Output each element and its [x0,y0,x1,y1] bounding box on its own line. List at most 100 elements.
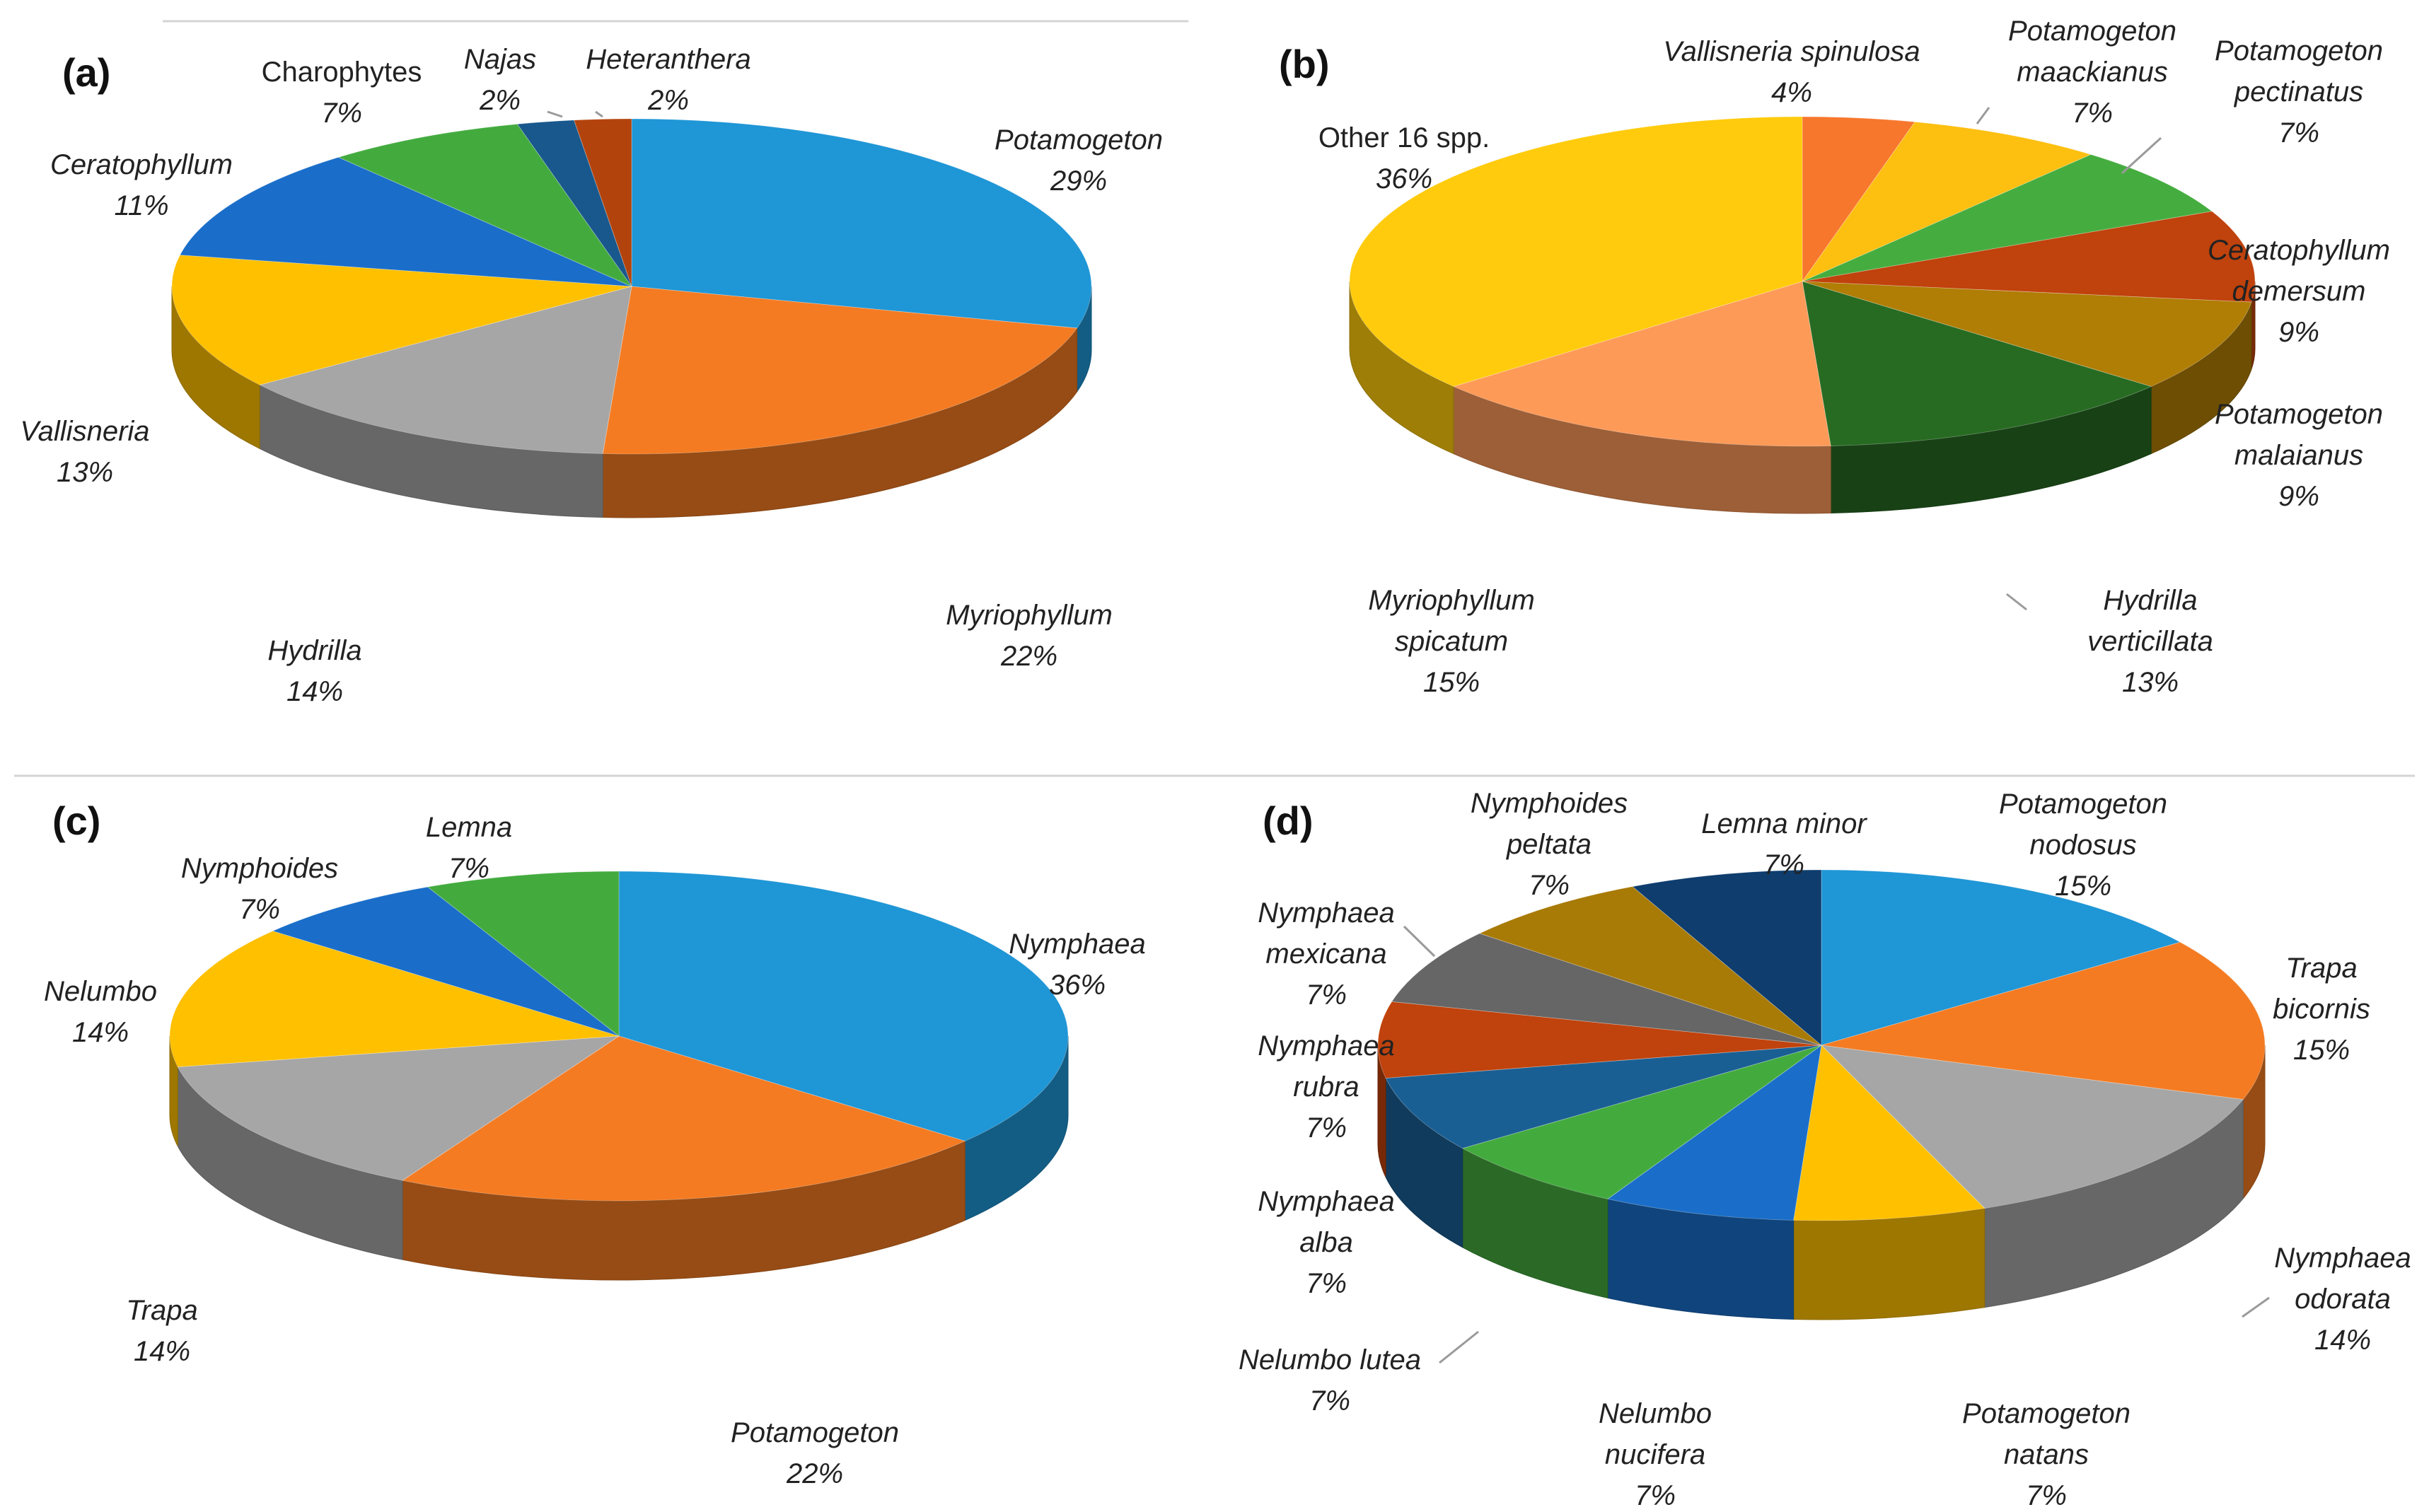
slice-percent: 7% [1306,1268,1347,1299]
slice-label-text: rubra [1293,1071,1359,1103]
slice-percent: 22% [1000,641,1057,672]
slice-label-nelumbo: Nelumbo 14% [44,976,157,1048]
slice-label-text: demersum [2232,276,2366,307]
slice-label-text: Nymphaea [1258,1030,1394,1062]
panel-d-pie-sides [1377,1045,2266,1320]
slice-label-text: Hydrilla [2103,585,2197,616]
slice-percent: 22% [786,1458,843,1489]
slice-percent: 9% [2278,481,2319,512]
slice-label-myriophyllum: Myriophyllum 22% [946,600,1113,672]
slice-label-text: Potamogeton [995,124,1163,156]
slice-percent: 7% [1529,870,1570,901]
slice-label-heteranthera: Heteranthera 2% [586,44,750,116]
slice-label-text: Nymphaea [2274,1243,2411,1274]
slice-label-trapa: Trapa 14% [126,1295,198,1367]
slice-label-other-16-spp: Other 16 spp. 36% [1318,122,1490,194]
panel-d-pie-top [1377,869,2266,1221]
slice-percent: 15% [1423,667,1480,698]
panel-a: (a) Potamogeton 29% Myriophyllum 22% Hydrill… [20,44,1163,707]
slice-percent: 14% [134,1336,190,1367]
slice-other-16-spp [1349,116,1803,387]
slice-label-potamogeton-maackianus: Potamogeton maackianus 7% [2008,16,2176,129]
slice-nymphoides-peltata [1478,886,1822,1046]
slice-label-text: Nymphaea [1009,929,1145,960]
slice-potamogeton-natans [1793,1045,1985,1221]
slice-label-text: Trapa [126,1295,198,1326]
slice-vallisneria-spinulosa [1802,116,1915,283]
slice-label-text: Nelumbo [1599,1398,1712,1429]
slice-label-nelumbo-nucifera: Nelumbo nucifera 7% [1599,1398,1712,1511]
slice-label-text: Heteranthera [586,44,750,75]
slice-hydrilla [259,286,632,454]
slice-ceratophyllum [179,156,632,287]
panel-a-leader-lines [547,110,603,118]
slice-percent: 4% [1771,77,1812,108]
slice-trapa [177,1035,620,1181]
slice-nymphoides [272,886,620,1037]
panel-d: (d) Potamogeton nodosus 15% Trapa bicornis 15… [1239,788,2411,1511]
slice-percent: 7% [2278,117,2319,149]
slice-potamogeton [402,1035,966,1202]
slice-label-ceratophyllum-demersum: Ceratophyllum demersum 9% [2208,235,2390,348]
slice-nelumbo-lutea [1461,1045,1822,1199]
slice-nymphaea-rubra [1377,1001,1822,1078]
slice-percent: 15% [2293,1035,2350,1066]
panel-b-label: (b) [1279,42,1330,86]
slice-label-nymphaea-odorata: Nymphaea odorata 14% [2274,1243,2411,1356]
slice-percent: 11% [114,190,168,221]
slice-percent: 36% [1376,163,1432,194]
slice-label-text: bicornis [2273,994,2370,1025]
slice-label-text: maackianus [2017,57,2167,88]
slice-charophytes [337,124,633,287]
slice-percent: 14% [2314,1325,2371,1356]
slice-nymphaea [618,871,1069,1141]
slice-percent: 9% [2278,317,2319,348]
slice-percent: 7% [2026,1480,2067,1511]
leader-line-potamogeton-maackianus [1976,107,1990,124]
slice-label-text: Nymphaea [1258,1186,1394,1217]
slice-percent: 29% [1050,165,1107,197]
slice-label-text: Potamogeton [2008,16,2176,47]
slice-label-text: Nymphaea [1258,897,1394,929]
slice-label-potamogeton-malaianus: Potamogeton malaianus 9% [2215,399,2383,512]
slice-myriophyllum-spicatum [1452,281,1831,447]
slice-label-nymphaea-rubra: Nymphaea rubra 7% [1258,1030,1394,1144]
slice-vallisneria [171,255,632,385]
slice-nelumbo [169,931,620,1068]
slice-percent: 7% [1306,979,1347,1011]
slice-percent: 7% [1309,1385,1350,1417]
slice-label-text: Lemna [426,812,512,843]
slice-label-text: nodosus [2029,830,2136,861]
slice-percent: 2% [479,85,521,116]
slice-hydrilla-verticillata [1802,281,2152,446]
panel-b-labels: Vallisneria spinulosa 4% Potamogeton maacki… [1318,16,2390,698]
slice-percent: 2% [647,85,689,116]
slice-percent: 7% [239,894,280,925]
slice-label-text: Vallisneria spinulosa [1663,36,1920,67]
slice-label-text: mexicana [1265,938,1386,970]
slice-label-text: Myriophyllum [1368,585,1535,616]
slice-side-potamogeton-natans [1793,1207,1985,1320]
slice-label-text: Nelumbo lutea [1239,1344,1421,1376]
slice-label-text: malaianus [2234,440,2363,471]
slice-percent: 7% [1306,1112,1347,1144]
slice-label-text: alba [1299,1227,1353,1258]
slice-nymphaea-odorata [1820,1045,2244,1209]
leader-line-nelumbo-lutea [1439,1330,1479,1364]
slice-label-vallisneria-spinulosa: Vallisneria spinulosa 4% [1663,36,1920,108]
slice-trapa-bicornis [1821,941,2266,1100]
slice-label-text: Ceratophyllum [50,149,233,180]
slice-label-potamogeton: Potamogeton 22% [731,1417,899,1489]
leader-line-heteranthera [595,110,603,118]
panel-b: (b) Vallisneria spinulosa 4% Potamogeton ma… [1279,16,2390,698]
slice-lemna-minor [1632,869,1822,1046]
slice-label-text: Najas [464,44,536,75]
slice-label-potamogeton-nodosus: Potamogeton nodosus 15% [1999,789,2167,902]
slice-label-text: Lemna minor [1701,808,1867,839]
panel-c-pie-sides [169,1035,1069,1281]
slice-nelumbo-nucifera [1606,1045,1822,1221]
slice-label-text: Nymphoides [1471,788,1628,819]
slice-label-najas: Najas 2% [464,44,536,116]
slice-label-hydrilla-verticillata: Hydrilla verticillata 13% [2087,585,2213,698]
slice-label-text: Ceratophyllum [2208,235,2390,266]
